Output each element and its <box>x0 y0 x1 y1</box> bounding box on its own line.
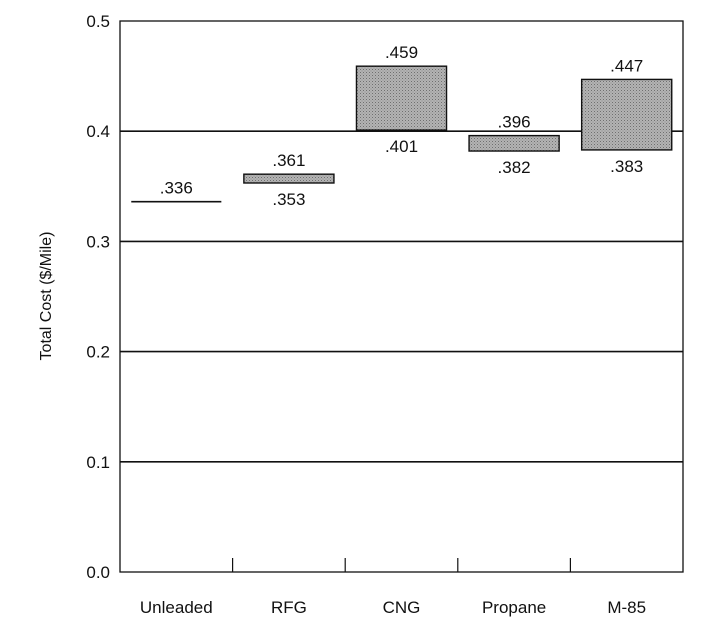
x-category-dividers <box>232 558 572 572</box>
low-value-label: .383 <box>610 157 643 176</box>
y-tick-label: 0.4 <box>86 122 110 141</box>
range-bar-propane <box>468 134 560 152</box>
high-value-label: .361 <box>272 151 305 170</box>
y-tick-labels: 0.0 0.1 0.2 0.3 0.4 0.5 <box>86 12 110 582</box>
range-bar-m-85 <box>580 78 673 151</box>
x-category-label: M-85 <box>607 598 646 617</box>
gridlines <box>120 130 683 463</box>
y-tick-label: 0.3 <box>86 232 110 251</box>
x-category-labels: Unleaded RFG CNG Propane M-85 <box>140 598 646 617</box>
low-value-label: .401 <box>385 137 418 156</box>
plot-frame <box>119 20 684 573</box>
y-tick-label: 0.1 <box>86 453 110 472</box>
high-value-label: .396 <box>498 113 531 132</box>
x-category-label: Propane <box>482 598 546 617</box>
y-tick-label: 0.5 <box>86 12 110 31</box>
range-bar-rfg <box>243 173 335 184</box>
x-category-label: RFG <box>271 598 307 617</box>
x-category-label: CNG <box>383 598 421 617</box>
y-tick-label: 0.0 <box>86 563 110 582</box>
high-value-label: .336 <box>160 179 193 198</box>
high-value-label: .447 <box>610 56 643 75</box>
range-bar-cng <box>355 65 448 131</box>
y-axis-title: Total Cost ($/Mile) <box>38 232 55 361</box>
low-value-label: .382 <box>498 158 531 177</box>
high-value-label: .459 <box>385 43 418 62</box>
y-tick-label: 0.2 <box>86 343 110 362</box>
x-category-label: Unleaded <box>140 598 213 617</box>
low-value-label: .353 <box>272 190 305 209</box>
range-bars <box>131 65 673 203</box>
value-labels: .336 .361 .353 .459 .401 .396 .382 .447 .383 <box>160 43 643 209</box>
